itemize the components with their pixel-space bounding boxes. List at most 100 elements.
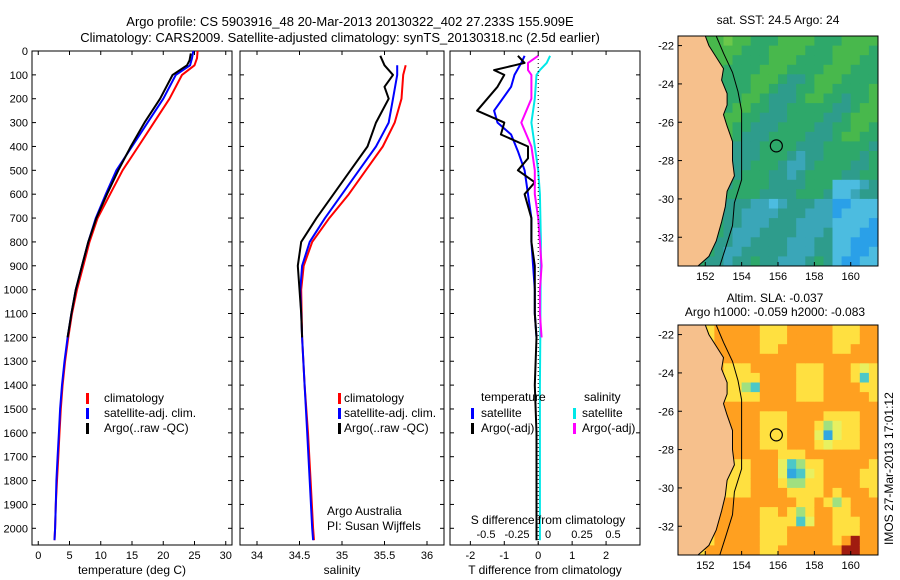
map-cell (787, 372, 797, 383)
map-cell (787, 449, 797, 460)
map-cell (787, 208, 797, 219)
map-cell (796, 208, 806, 219)
map-cell (750, 189, 761, 200)
map-cell (768, 382, 779, 393)
map-cell (750, 526, 761, 537)
map-cell (714, 36, 724, 47)
x-tick-label: -1 (499, 550, 509, 562)
map-cell (823, 487, 834, 498)
map-cell (768, 459, 779, 470)
map-cell (805, 198, 815, 209)
salinity-panel: 34 34.5 35 35.5 36 salinity climatologysatelli… (239, 50, 445, 577)
map-cell (841, 179, 852, 190)
map-cell (732, 507, 743, 518)
map-cell (832, 535, 843, 546)
map-cell (796, 93, 806, 104)
map-cell (759, 478, 770, 489)
map-cell (805, 93, 815, 104)
map-cell (768, 131, 779, 142)
map-cell (841, 478, 852, 489)
map-cell (832, 256, 843, 267)
map-cell (832, 112, 843, 123)
map-cell (850, 151, 861, 162)
map-cell (814, 372, 824, 383)
map-cell (823, 411, 834, 422)
map-cell (741, 237, 752, 248)
map-cell (723, 392, 734, 403)
map-cell (796, 382, 806, 393)
map-cell (841, 55, 852, 66)
x-tick-label: 30 (220, 550, 232, 562)
map-cell (732, 535, 743, 546)
map-cell (732, 449, 743, 460)
map-cell (814, 411, 824, 422)
map-cell (759, 497, 770, 508)
map-cell (796, 179, 806, 190)
map-cell (859, 468, 870, 479)
map-cell (768, 478, 779, 489)
map-cell (723, 535, 734, 546)
argo-position-marker (769, 139, 783, 153)
map-cell (796, 478, 806, 489)
map-cell (732, 411, 743, 422)
map-cell (841, 516, 852, 527)
map-cell (832, 468, 843, 479)
map-cell (868, 487, 879, 498)
map-cell (823, 507, 834, 518)
map-cell (759, 487, 770, 498)
map-cell (832, 382, 843, 393)
map-cell (832, 122, 843, 133)
map-cell (778, 507, 788, 518)
map-cell (778, 93, 788, 104)
y-tick-label: -32 (658, 232, 674, 244)
map-cell (741, 430, 752, 441)
map-cell (850, 372, 861, 383)
map-cell (859, 45, 870, 56)
map-cell (759, 151, 770, 162)
map-cell (750, 103, 761, 114)
map-cell (768, 55, 779, 66)
map-cell (741, 103, 752, 114)
map-cell (832, 198, 843, 209)
map-cell (759, 325, 770, 336)
map-cell (723, 227, 734, 238)
map-cell (723, 208, 734, 219)
map-cell (859, 478, 870, 489)
map-cell (759, 468, 770, 479)
map-cell (859, 189, 870, 200)
map-cell (823, 151, 834, 162)
map-cell (814, 131, 824, 142)
map-cell (868, 237, 879, 248)
map-cell (732, 93, 743, 104)
map-cell (805, 478, 815, 489)
map-cell (859, 382, 870, 393)
map-cell (805, 237, 815, 248)
map-cell (814, 478, 824, 489)
map-cell (732, 430, 743, 441)
map-cell (823, 122, 834, 133)
x-tick-label: 160 (842, 271, 860, 283)
map-cell (868, 430, 879, 441)
y-tick-label: -22 (658, 41, 674, 53)
map-cell (823, 170, 834, 181)
map-cell (732, 151, 743, 162)
map-cell (832, 45, 843, 56)
map-cell (841, 256, 852, 267)
map-cell (850, 179, 861, 190)
map-cell (805, 256, 815, 267)
y-tick-label: 1800 (4, 476, 28, 488)
map-cell (832, 459, 843, 470)
map-cell (868, 526, 879, 537)
map-cell (723, 103, 734, 114)
map-cell (850, 526, 861, 537)
map-cell (814, 526, 824, 537)
map-cell (714, 227, 724, 238)
map-cell (859, 179, 870, 190)
map-cell (741, 545, 752, 556)
map-cell (814, 198, 824, 209)
map-cell (787, 440, 797, 451)
map-cell (750, 353, 761, 364)
map-cell (787, 93, 797, 104)
map-cell (859, 449, 870, 460)
legend-swatch (86, 423, 89, 434)
